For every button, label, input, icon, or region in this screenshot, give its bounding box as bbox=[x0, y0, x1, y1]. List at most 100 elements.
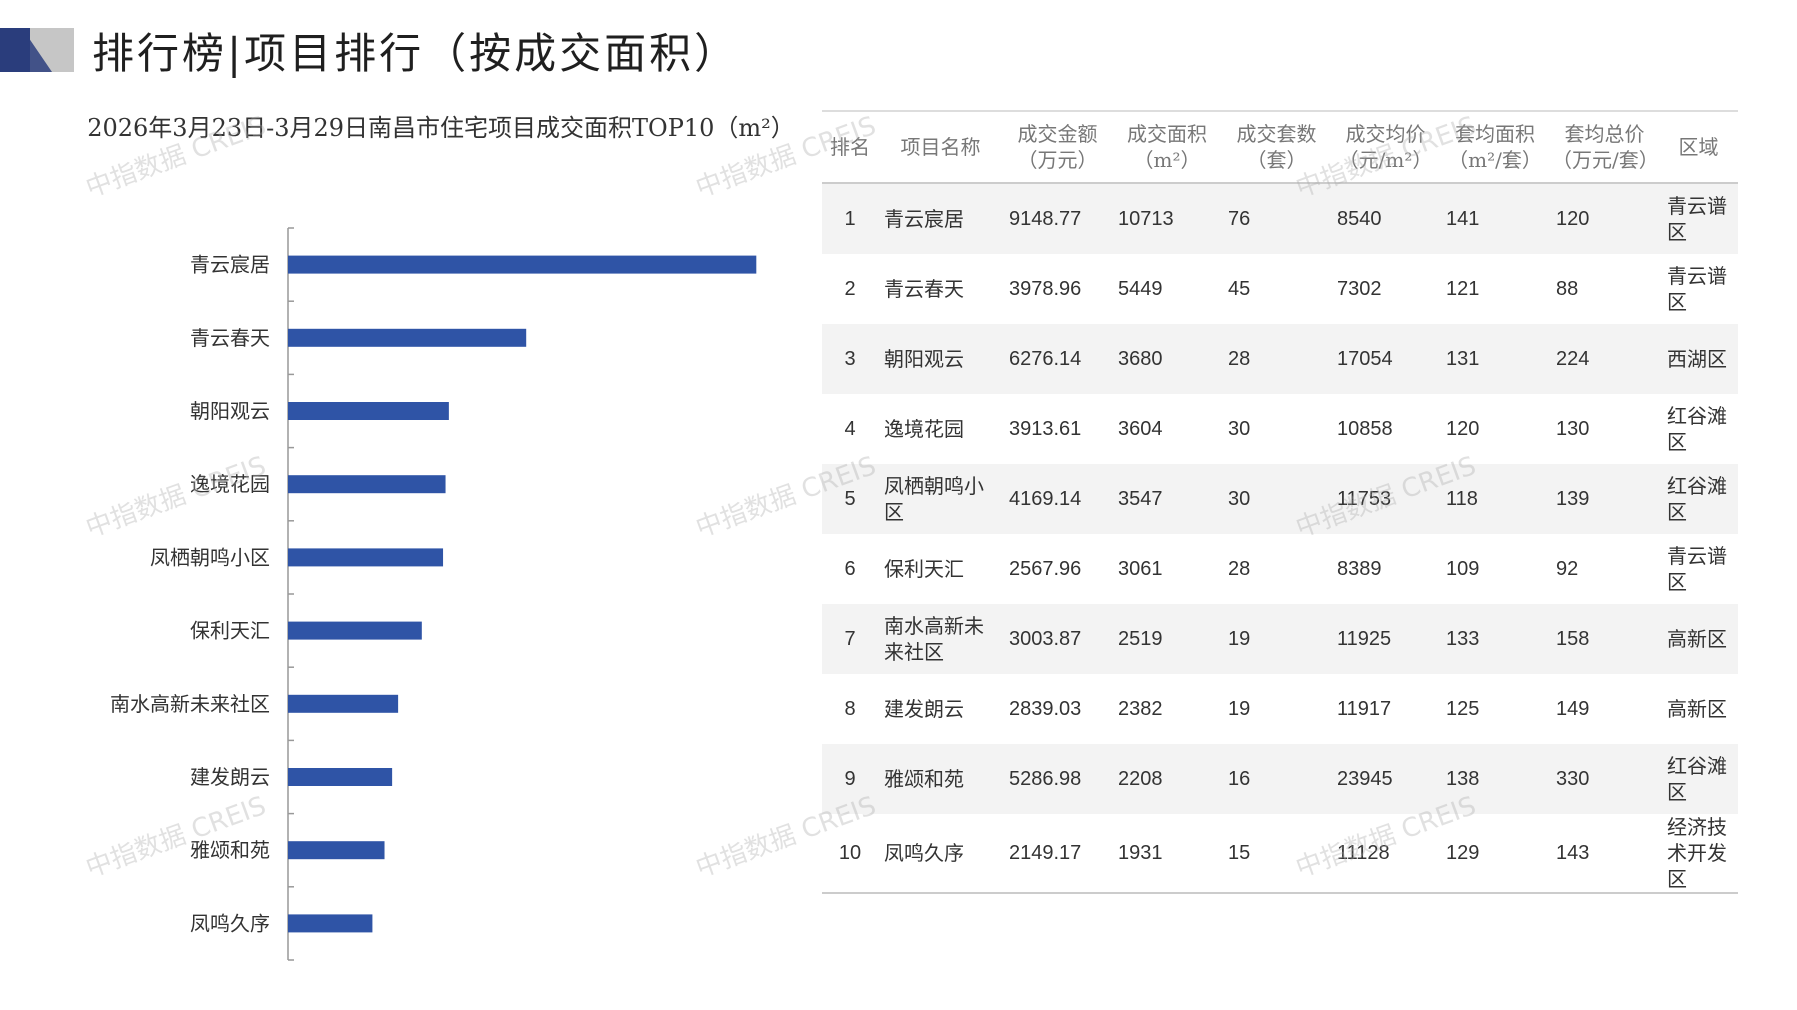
table-row: 8 建发朗云 2839.03 2382 19 11917 125 149 高新区 bbox=[822, 674, 1738, 744]
cell-avg-area: 133 bbox=[1440, 604, 1550, 674]
cell-avg-total: 130 bbox=[1556, 418, 1590, 440]
cell-units: 76 bbox=[1222, 183, 1331, 254]
cell-rank: 1 bbox=[822, 183, 878, 254]
cell-rank: 6 bbox=[844, 558, 856, 580]
cell-area: 2208 bbox=[1112, 744, 1222, 814]
cell-region: 红谷滩区 bbox=[1659, 744, 1738, 814]
bar-2 bbox=[288, 328, 527, 347]
cell-amount: 3003.87 bbox=[1003, 604, 1112, 674]
cell-amount: 2839.03 bbox=[1009, 698, 1082, 720]
cell-region: 青云谱区 bbox=[1667, 544, 1727, 594]
cell-avg-total: 143 bbox=[1550, 814, 1659, 894]
cell-region: 红谷滩区 bbox=[1667, 404, 1727, 454]
cell-avg-price: 17054 bbox=[1331, 324, 1440, 394]
cell-name: 建发朗云 bbox=[884, 697, 964, 721]
table-row: 6 保利天汇 2567.96 3061 28 8389 109 92 青云谱区 bbox=[822, 534, 1738, 604]
cell-name: 雅颂和苑 bbox=[878, 744, 1003, 814]
cell-units: 15 bbox=[1222, 814, 1331, 894]
cell-amount: 2149.17 bbox=[1003, 814, 1112, 894]
column-header: 成交均价 （元/m²） bbox=[1331, 110, 1440, 184]
category-label: 保利天汇 bbox=[190, 619, 270, 643]
cell-units: 28 bbox=[1228, 558, 1251, 580]
column-header: 项目名称 bbox=[878, 110, 1003, 184]
table-row: 9 雅颂和苑 5286.98 2208 16 23945 138 330 红谷滩区 bbox=[822, 744, 1738, 814]
cell-amount: 3913.61 bbox=[1009, 418, 1082, 440]
bar-8 bbox=[288, 768, 393, 786]
cell-name: 凤鸣久序 bbox=[878, 814, 1003, 894]
cell-name: 凤栖朝鸣小区 bbox=[878, 464, 1003, 534]
cell-units: 28 bbox=[1222, 324, 1331, 394]
cell-area: 10713 bbox=[1112, 183, 1222, 254]
table-body: 1 青云宸居 9148.77 10713 76 8540 141 120 青云谱区 2 青云春天 39… bbox=[822, 183, 1738, 894]
cell-area: 3061 bbox=[1118, 558, 1163, 580]
ranking-table: 排名 项目名称 成交金额 （万元） 成交面积 （m²） 成交套数 （套） 成交均价 （元/m²）套… bbox=[822, 110, 1738, 894]
cell-units: 30 bbox=[1222, 464, 1331, 534]
cell-units: 45 bbox=[1228, 278, 1251, 300]
cell-avg-price: 7302 bbox=[1337, 278, 1382, 300]
cell-region: 高新区 bbox=[1659, 604, 1738, 674]
cell-area: 3680 bbox=[1112, 324, 1222, 394]
cell-region: 红谷滩区 bbox=[1659, 464, 1738, 534]
table-row: 5 凤栖朝鸣小区 4169.14 3547 30 11753 118 139 红谷滩区 bbox=[822, 464, 1738, 534]
column-header: 区域 bbox=[1659, 110, 1738, 184]
cell-name: 朝阳观云 bbox=[878, 324, 1003, 394]
cell-avg-price: 8389 bbox=[1337, 558, 1382, 580]
cell-area: 5449 bbox=[1118, 278, 1163, 300]
cell-avg-price: 11753 bbox=[1331, 464, 1440, 534]
cell-avg-area: 125 bbox=[1446, 698, 1480, 720]
cell-rank: 4 bbox=[844, 418, 856, 440]
cell-area: 3547 bbox=[1112, 464, 1222, 534]
category-label: 凤栖朝鸣小区 bbox=[150, 545, 270, 569]
cell-avg-area: 141 bbox=[1440, 183, 1550, 254]
cell-avg-area: 109 bbox=[1446, 558, 1480, 580]
cell-avg-total: 330 bbox=[1550, 744, 1659, 814]
cell-rank: 3 bbox=[822, 324, 878, 394]
cell-region: 高新区 bbox=[1667, 697, 1727, 721]
cell-area: 3604 bbox=[1118, 418, 1163, 440]
column-header: 成交金额 （万元） bbox=[1003, 110, 1112, 184]
bar-7 bbox=[288, 694, 399, 713]
cell-area: 2382 bbox=[1118, 698, 1163, 720]
chart-title: 2026年3月23日-3月29日南昌市住宅项目成交面积TOP10（m²） bbox=[87, 114, 795, 142]
cell-avg-price: 11128 bbox=[1331, 814, 1440, 894]
cell-area: 1931 bbox=[1112, 814, 1222, 894]
cell-avg-total: 120 bbox=[1550, 183, 1659, 254]
table-row: 3 朝阳观云 6276.14 3680 28 17054 131 224 西湖区 bbox=[822, 324, 1738, 394]
cell-amount: 2567.96 bbox=[1009, 558, 1082, 580]
cell-amount: 9148.77 bbox=[1003, 183, 1112, 254]
bar-9 bbox=[288, 841, 385, 860]
category-label: 青云宸居 bbox=[190, 253, 270, 277]
cell-amount: 6276.14 bbox=[1003, 324, 1112, 394]
cell-units: 16 bbox=[1222, 744, 1331, 814]
table-row: 4 逸境花园 3913.61 3604 30 10858 120 130 红谷滩区 bbox=[822, 394, 1738, 464]
column-header: 成交面积 （m²） bbox=[1112, 110, 1222, 184]
cell-rank: 10 bbox=[822, 814, 878, 894]
bar-10 bbox=[288, 914, 373, 933]
cell-avg-area: 131 bbox=[1440, 324, 1550, 394]
cell-avg-price: 11917 bbox=[1337, 698, 1392, 720]
cell-area: 2519 bbox=[1112, 604, 1222, 674]
cell-name: 南水高新未来社区 bbox=[878, 604, 1003, 674]
cell-name: 逸境花园 bbox=[884, 417, 964, 441]
cell-name: 保利天汇 bbox=[884, 557, 964, 581]
cell-avg-price: 11925 bbox=[1331, 604, 1440, 674]
cell-avg-price: 23945 bbox=[1331, 744, 1440, 814]
cell-avg-price: 10858 bbox=[1337, 418, 1393, 440]
table-row: 2 青云春天 3978.96 5449 45 7302 121 88 青云谱区 bbox=[822, 254, 1738, 324]
cell-avg-area: 138 bbox=[1440, 744, 1550, 814]
table-row: 1 青云宸居 9148.77 10713 76 8540 141 120 青云谱区 bbox=[822, 183, 1738, 254]
cell-avg-area: 120 bbox=[1446, 418, 1480, 440]
cell-name: 青云宸居 bbox=[878, 183, 1003, 254]
cell-rank: 9 bbox=[822, 744, 878, 814]
cell-region: 西湖区 bbox=[1659, 324, 1738, 394]
cell-avg-total: 224 bbox=[1550, 324, 1659, 394]
column-header: 套均总价 （万元/套） bbox=[1550, 110, 1659, 184]
cell-region: 青云谱区 bbox=[1659, 183, 1738, 254]
page-title: 排行榜|项目排行（按成交面积） bbox=[92, 29, 740, 78]
bar-chart: 青云宸居青云春天朝阳观云逸境花园凤栖朝鸣小区保利天汇南水高新未来社区建发朗云雅颂… bbox=[110, 227, 757, 961]
cell-avg-area: 121 bbox=[1446, 278, 1480, 300]
cell-rank: 7 bbox=[822, 604, 878, 674]
table-row: 10 凤鸣久序 2149.17 1931 15 11128 129 143 经济技术开发区 bbox=[822, 814, 1738, 894]
cell-avg-area: 129 bbox=[1440, 814, 1550, 894]
column-header: 排名 bbox=[822, 110, 878, 184]
